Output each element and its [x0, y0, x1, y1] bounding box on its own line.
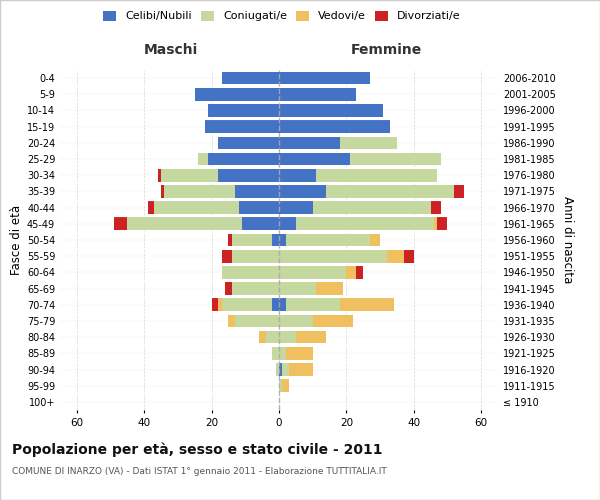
Bar [239, 202, 279, 214]
Bar [279, 104, 383, 117]
Bar [232, 234, 272, 246]
Bar [279, 152, 350, 166]
Bar [279, 136, 340, 149]
Bar [350, 152, 441, 166]
Bar [235, 185, 279, 198]
Bar [208, 104, 279, 117]
Bar [205, 120, 279, 133]
Bar [235, 314, 279, 328]
Bar [225, 282, 232, 295]
Legend: Celibi/Nubili, Coniugati/e, Vedovi/e, Divorziati/e: Celibi/Nubili, Coniugati/e, Vedovi/e, Di… [103, 10, 461, 22]
Bar [279, 169, 316, 181]
Bar [279, 88, 356, 101]
Bar [356, 266, 363, 278]
Text: Popolazione per età, sesso e stato civile - 2011: Popolazione per età, sesso e stato civil… [12, 442, 383, 457]
Bar [218, 169, 279, 181]
Y-axis label: Fasce di età: Fasce di età [10, 205, 23, 275]
Bar [154, 202, 239, 214]
Bar [229, 314, 235, 328]
Bar [279, 218, 296, 230]
Bar [286, 298, 340, 311]
Bar [289, 363, 313, 376]
Bar [232, 250, 279, 262]
Text: COMUNE DI INARZO (VA) - Dati ISTAT 1° gennaio 2011 - Elaborazione TUTTITALIA.IT: COMUNE DI INARZO (VA) - Dati ISTAT 1° ge… [12, 468, 387, 476]
Bar [218, 136, 279, 149]
Bar [296, 331, 326, 344]
Bar [161, 169, 218, 181]
Bar [279, 298, 286, 311]
Bar [232, 282, 279, 295]
Bar [242, 218, 279, 230]
Bar [279, 314, 313, 328]
Bar [208, 152, 279, 166]
Bar [279, 331, 296, 344]
Bar [266, 331, 279, 344]
Bar [279, 266, 346, 278]
Bar [272, 298, 279, 311]
Bar [279, 234, 286, 246]
Bar [272, 347, 279, 360]
Bar [198, 152, 208, 166]
Bar [161, 185, 164, 198]
Bar [313, 314, 353, 328]
Bar [283, 363, 289, 376]
Bar [279, 380, 283, 392]
Bar [296, 218, 434, 230]
Bar [326, 185, 454, 198]
Text: Maschi: Maschi [144, 43, 199, 57]
Bar [437, 218, 448, 230]
Bar [222, 298, 272, 311]
Bar [229, 234, 232, 246]
Bar [114, 218, 127, 230]
Bar [286, 347, 313, 360]
Bar [340, 136, 397, 149]
Bar [148, 202, 154, 214]
Bar [279, 120, 390, 133]
Y-axis label: Anni di nascita: Anni di nascita [561, 196, 574, 284]
Bar [387, 250, 404, 262]
Bar [283, 380, 289, 392]
Bar [222, 250, 232, 262]
Bar [164, 185, 235, 198]
Bar [272, 234, 279, 246]
Bar [404, 250, 414, 262]
Bar [275, 363, 279, 376]
Bar [158, 169, 161, 181]
Bar [279, 250, 387, 262]
Bar [286, 234, 370, 246]
Bar [195, 88, 279, 101]
Bar [222, 266, 279, 278]
Bar [431, 202, 441, 214]
Bar [212, 298, 218, 311]
Bar [316, 169, 437, 181]
Bar [279, 185, 326, 198]
Bar [279, 72, 370, 85]
Bar [313, 202, 431, 214]
Bar [279, 202, 313, 214]
Bar [279, 282, 316, 295]
Bar [127, 218, 242, 230]
Bar [222, 72, 279, 85]
Bar [370, 234, 380, 246]
Bar [454, 185, 464, 198]
Bar [279, 347, 286, 360]
Bar [218, 298, 222, 311]
Text: Femmine: Femmine [351, 43, 422, 57]
Bar [434, 218, 437, 230]
Bar [259, 331, 266, 344]
Bar [279, 363, 283, 376]
Bar [316, 282, 343, 295]
Bar [346, 266, 356, 278]
Bar [340, 298, 394, 311]
